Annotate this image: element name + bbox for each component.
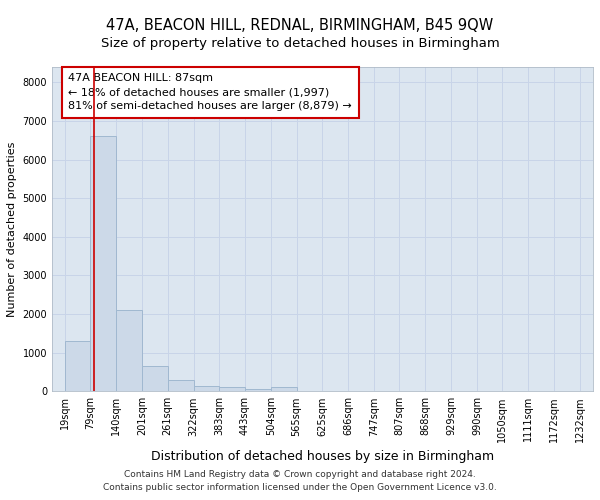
- Bar: [116, 310, 142, 392]
- Bar: [167, 380, 194, 392]
- Text: 47A, BEACON HILL, REDNAL, BIRMINGHAM, B45 9QW: 47A, BEACON HILL, REDNAL, BIRMINGHAM, B4…: [106, 18, 494, 32]
- Bar: [245, 390, 271, 392]
- Text: 47A BEACON HILL: 87sqm
← 18% of detached houses are smaller (1,997)
81% of semi-: 47A BEACON HILL: 87sqm ← 18% of detached…: [68, 74, 352, 112]
- Bar: [142, 366, 168, 392]
- Bar: [271, 388, 296, 392]
- Bar: [65, 341, 91, 392]
- Bar: [91, 136, 116, 392]
- Text: Size of property relative to detached houses in Birmingham: Size of property relative to detached ho…: [101, 38, 499, 51]
- Bar: [220, 388, 245, 392]
- Bar: [194, 386, 220, 392]
- Text: Contains HM Land Registry data © Crown copyright and database right 2024.
Contai: Contains HM Land Registry data © Crown c…: [103, 470, 497, 492]
- X-axis label: Distribution of detached houses by size in Birmingham: Distribution of detached houses by size …: [151, 450, 494, 463]
- Y-axis label: Number of detached properties: Number of detached properties: [7, 142, 17, 317]
